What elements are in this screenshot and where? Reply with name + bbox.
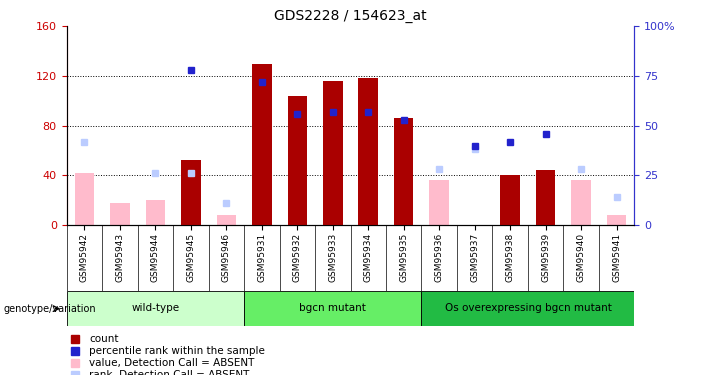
Text: rank, Detection Call = ABSENT: rank, Detection Call = ABSENT	[89, 370, 250, 375]
Bar	[323, 81, 343, 225]
Bar	[217, 215, 236, 225]
FancyBboxPatch shape	[421, 291, 634, 326]
Bar	[110, 202, 130, 225]
Text: percentile rank within the sample: percentile rank within the sample	[89, 346, 265, 356]
Bar	[181, 160, 200, 225]
Bar	[252, 63, 271, 225]
FancyBboxPatch shape	[67, 291, 244, 326]
Text: GDS2228 / 154623_at: GDS2228 / 154623_at	[274, 9, 427, 23]
Bar	[394, 118, 414, 225]
Bar	[358, 78, 378, 225]
Text: genotype/variation: genotype/variation	[4, 304, 96, 313]
Bar	[607, 215, 627, 225]
Text: value, Detection Call = ABSENT: value, Detection Call = ABSENT	[89, 358, 254, 368]
Bar	[74, 173, 94, 225]
FancyBboxPatch shape	[244, 291, 421, 326]
Text: Os overexpressing bgcn mutant: Os overexpressing bgcn mutant	[444, 303, 611, 313]
Bar	[501, 176, 520, 225]
Bar	[146, 200, 165, 225]
Text: bgcn mutant: bgcn mutant	[299, 303, 366, 313]
Bar	[430, 180, 449, 225]
Bar	[571, 180, 591, 225]
Bar	[287, 96, 307, 225]
Bar	[536, 170, 555, 225]
Text: wild-type: wild-type	[131, 303, 179, 313]
Text: count: count	[89, 334, 118, 344]
